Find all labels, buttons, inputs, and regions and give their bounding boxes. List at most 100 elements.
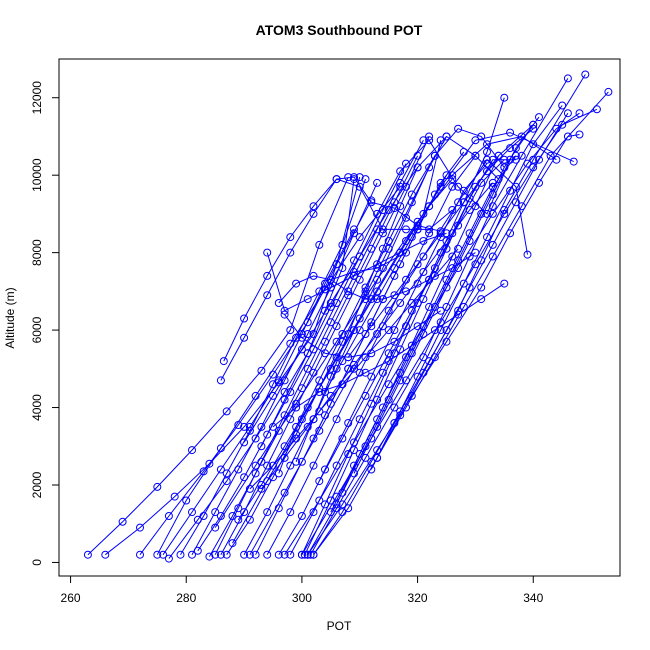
data-point bbox=[361, 330, 370, 338]
data-point bbox=[344, 364, 353, 373]
series-line bbox=[260, 182, 494, 490]
data-point bbox=[407, 306, 416, 315]
data-point bbox=[309, 415, 318, 424]
data-point bbox=[355, 252, 364, 261]
data-point bbox=[309, 271, 318, 280]
data-point bbox=[251, 434, 260, 443]
series-line bbox=[313, 194, 436, 439]
series-52 bbox=[292, 163, 422, 466]
series-46 bbox=[350, 113, 543, 478]
data-point bbox=[402, 376, 410, 385]
data-point bbox=[263, 430, 272, 439]
series-16 bbox=[263, 151, 480, 559]
data-point bbox=[477, 132, 486, 141]
data-point bbox=[315, 477, 324, 486]
data-point bbox=[367, 465, 376, 474]
data-point bbox=[257, 366, 266, 375]
data-point bbox=[309, 550, 318, 559]
data-point bbox=[321, 388, 329, 396]
data-point bbox=[448, 182, 457, 191]
data-point bbox=[483, 233, 491, 242]
data-point bbox=[303, 403, 312, 412]
data-point bbox=[326, 399, 335, 408]
data-point bbox=[459, 279, 468, 288]
series-43 bbox=[315, 155, 509, 486]
data-point bbox=[251, 469, 260, 478]
data-point bbox=[483, 140, 491, 149]
data-point bbox=[216, 550, 225, 559]
data-point bbox=[471, 136, 480, 145]
series-25 bbox=[303, 130, 584, 559]
series-line bbox=[237, 140, 442, 521]
data-point bbox=[425, 136, 434, 145]
data-point bbox=[506, 128, 515, 137]
data-point bbox=[355, 368, 364, 377]
data-point bbox=[315, 407, 324, 416]
data-point bbox=[338, 488, 347, 497]
data-point bbox=[292, 279, 301, 288]
data-point bbox=[286, 248, 295, 257]
y-axis-label: Altitude (m) bbox=[3, 287, 17, 348]
data-point bbox=[373, 209, 382, 218]
series-48 bbox=[373, 109, 572, 462]
data-point bbox=[384, 357, 393, 366]
data-point bbox=[373, 275, 382, 284]
data-point bbox=[199, 512, 208, 520]
data-point bbox=[274, 550, 283, 559]
x-axis-label: POT bbox=[327, 619, 352, 633]
data-point bbox=[448, 175, 457, 184]
data-point bbox=[500, 209, 509, 218]
data-point bbox=[350, 271, 358, 280]
data-point bbox=[332, 353, 341, 362]
data-point bbox=[407, 299, 416, 307]
data-point bbox=[511, 198, 520, 207]
data-point bbox=[355, 182, 364, 191]
x-tick-label: 340 bbox=[523, 591, 543, 605]
data-point bbox=[188, 508, 196, 517]
data-point bbox=[338, 500, 347, 509]
series-line bbox=[341, 124, 534, 493]
data-point bbox=[257, 442, 266, 451]
series-7 bbox=[176, 175, 370, 559]
data-point bbox=[332, 322, 341, 331]
series-line bbox=[295, 167, 419, 462]
series-34 bbox=[219, 173, 445, 366]
data-point bbox=[257, 422, 266, 431]
data-point bbox=[604, 87, 613, 96]
data-point bbox=[321, 349, 329, 358]
data-point bbox=[344, 504, 353, 513]
data-point bbox=[222, 550, 231, 559]
data-point bbox=[442, 229, 451, 238]
data-point bbox=[459, 198, 468, 207]
series-line bbox=[347, 128, 534, 358]
data-point bbox=[396, 299, 405, 307]
data-point bbox=[396, 411, 405, 420]
data-point bbox=[471, 151, 480, 160]
series-line bbox=[266, 232, 447, 312]
series-line bbox=[278, 128, 505, 474]
data-point bbox=[303, 349, 312, 358]
data-point bbox=[454, 198, 463, 207]
data-point bbox=[286, 461, 295, 470]
y-tick-label: 4000 bbox=[30, 394, 44, 421]
data-point bbox=[263, 271, 272, 280]
x-tick-label: 280 bbox=[176, 591, 196, 605]
series-line bbox=[168, 179, 355, 559]
data-point bbox=[384, 237, 393, 245]
data-point bbox=[326, 508, 335, 517]
data-point bbox=[240, 422, 249, 431]
data-point bbox=[315, 376, 324, 385]
data-point bbox=[280, 442, 289, 451]
data-point bbox=[390, 291, 399, 300]
data-point bbox=[309, 209, 318, 218]
data-point bbox=[251, 550, 260, 559]
data-point bbox=[419, 209, 428, 218]
data-point bbox=[309, 508, 318, 517]
series-line bbox=[307, 134, 580, 555]
data-point bbox=[523, 250, 532, 259]
series-51 bbox=[309, 190, 439, 443]
data-point bbox=[430, 190, 439, 199]
data-point bbox=[448, 171, 457, 180]
data-point bbox=[454, 182, 463, 191]
data-point bbox=[361, 391, 370, 400]
